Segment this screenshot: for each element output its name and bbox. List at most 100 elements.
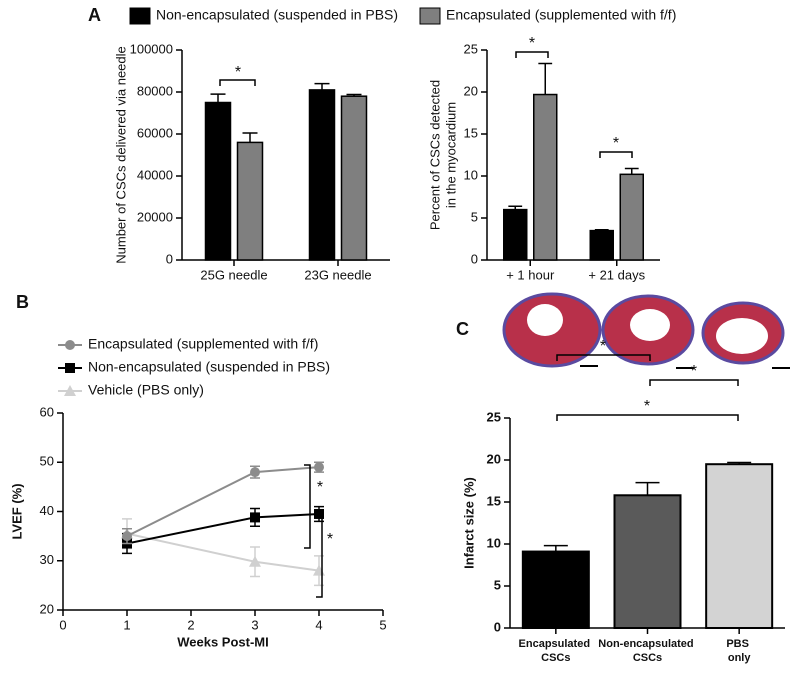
significance-label: * <box>529 35 535 52</box>
y-tick-label: 0 <box>166 251 173 266</box>
legend-label: Encapsulated (supplemented with f/f) <box>446 7 676 23</box>
x-tick-label: 1 <box>123 617 130 632</box>
bar <box>308 89 336 261</box>
x-tick-label: 23G needle <box>304 267 371 282</box>
x-tick-label: 25G needle <box>200 267 267 282</box>
significance-label: * <box>644 398 650 415</box>
y-axis-label: Percent of CSCs detected <box>427 80 442 230</box>
y-tick-label: 80000 <box>137 83 173 98</box>
panel-label: B <box>16 292 29 312</box>
error-bar <box>210 93 226 103</box>
legend-label: Vehicle (PBS only) <box>88 382 204 398</box>
heart-lumen <box>716 318 768 354</box>
bar <box>503 208 528 261</box>
y-tick-label: 25 <box>487 409 501 424</box>
heart-sections <box>502 292 790 369</box>
significance-bracket <box>649 379 739 386</box>
bar <box>589 229 614 261</box>
y-tick-label: 20 <box>40 601 54 616</box>
significance-bracket <box>515 51 549 58</box>
y-axis-label: LVEF (%) <box>9 483 24 539</box>
heart-lumen <box>527 304 563 336</box>
point <box>64 385 76 396</box>
chart: 0 5 10 15 20 25 Percent of CSCs detected in the… <box>427 35 660 282</box>
significance-label: * <box>600 338 606 355</box>
panel-label: C <box>456 319 469 339</box>
legend-swatch <box>129 7 151 25</box>
y-tick-label: 15 <box>464 125 478 140</box>
x-tick-label: + 1 hour <box>506 267 555 282</box>
point <box>65 363 75 373</box>
significance-bracket <box>304 464 311 549</box>
y-tick-label: 20 <box>464 83 478 98</box>
x-tick-label: Encapsulated CSCs <box>519 638 594 664</box>
bar <box>619 173 644 261</box>
point <box>249 555 261 567</box>
point <box>314 462 324 473</box>
point <box>122 531 132 542</box>
x-tick-label: 5 <box>379 617 386 632</box>
error-bar <box>314 82 330 90</box>
bar <box>533 93 558 261</box>
chart: C 0 5 10 15 20 25 Infarct size (%) Encapsulated … <box>456 319 785 664</box>
point <box>250 467 260 478</box>
y-tick-label: 5 <box>494 577 501 592</box>
significance-label: * <box>327 531 333 548</box>
error-bar <box>538 62 553 95</box>
bar <box>521 550 590 629</box>
y-tick-label: 40000 <box>137 167 173 182</box>
chart: B 20 30 40 50 60 LVEF (%) 0 1 2 3 4 5 Weeks Post-MI En… <box>9 292 386 650</box>
y-tick-label: 5 <box>471 209 478 224</box>
legend-label: Encapsulated (supplemented with f/f) <box>88 336 318 352</box>
error-bar <box>635 481 660 496</box>
y-axis-label: Number of CSCs delivered via needle <box>113 46 128 264</box>
y-tick-label: 25 <box>464 41 478 56</box>
bar <box>705 463 774 630</box>
y-tick-label: 50 <box>40 454 54 469</box>
y-tick-label: 20000 <box>137 209 173 224</box>
significance-label: * <box>613 135 619 152</box>
significance-label: * <box>317 479 323 496</box>
y-tick-label: 60 <box>40 404 54 419</box>
heart-lumen <box>630 309 670 341</box>
y-axis-label: in the myocardium <box>443 102 458 208</box>
error-bar <box>624 167 639 175</box>
y-tick-label: 60000 <box>137 125 173 140</box>
bar <box>613 494 682 629</box>
significance-bracket <box>599 151 633 158</box>
significance-bracket <box>219 79 256 86</box>
x-tick-label: 3 <box>251 617 258 632</box>
panel-label: A <box>88 5 101 25</box>
significance-label: * <box>691 363 697 380</box>
point <box>65 340 75 350</box>
x-tick-label: + 21 days <box>588 267 645 282</box>
error-bar <box>242 132 258 143</box>
significance-label: * <box>235 64 241 81</box>
line <box>126 466 320 538</box>
x-tick-label: 4 <box>315 617 322 632</box>
y-tick-label: 40 <box>40 503 54 518</box>
y-axis-label: Infarct size (%) <box>461 477 476 569</box>
x-tick-label: Non-encapsulated CSCs <box>598 638 696 664</box>
legend-label: Non-encapsulated (suspended in PBS) <box>156 7 398 23</box>
line <box>126 532 320 572</box>
x-tick-label: PBS only <box>726 638 752 664</box>
x-tick-label: 2 <box>187 617 194 632</box>
y-tick-label: 20 <box>487 451 501 466</box>
legend-swatch <box>419 7 441 25</box>
significance-bracket <box>556 354 651 361</box>
y-tick-label: 100000 <box>130 41 173 56</box>
y-tick-label: 10 <box>464 167 478 182</box>
y-tick-label: 0 <box>494 619 501 634</box>
point <box>250 512 260 523</box>
bar <box>340 95 368 261</box>
bar <box>236 141 264 261</box>
x-axis-label: Weeks Post-MI <box>177 634 269 649</box>
significance-bracket <box>316 512 323 598</box>
x-tick-label: 0 <box>59 617 66 632</box>
legend-label: Non-encapsulated (suspended in PBS) <box>88 359 330 375</box>
y-tick-label: 15 <box>487 493 501 508</box>
y-tick-label: 30 <box>40 552 54 567</box>
